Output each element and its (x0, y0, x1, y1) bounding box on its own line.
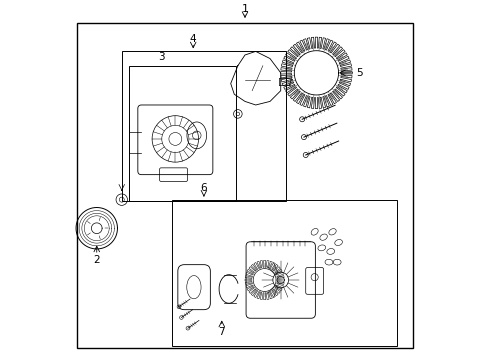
Text: 7: 7 (219, 327, 225, 337)
Bar (122, 51, 286, 202)
Bar (172, 200, 397, 346)
Text: 2: 2 (94, 255, 100, 265)
Bar (129, 66, 236, 202)
Text: 6: 6 (200, 183, 207, 193)
Text: 5: 5 (356, 68, 363, 78)
Text: 3: 3 (158, 52, 164, 62)
Text: 4: 4 (190, 34, 196, 44)
Text: 1: 1 (242, 4, 248, 14)
